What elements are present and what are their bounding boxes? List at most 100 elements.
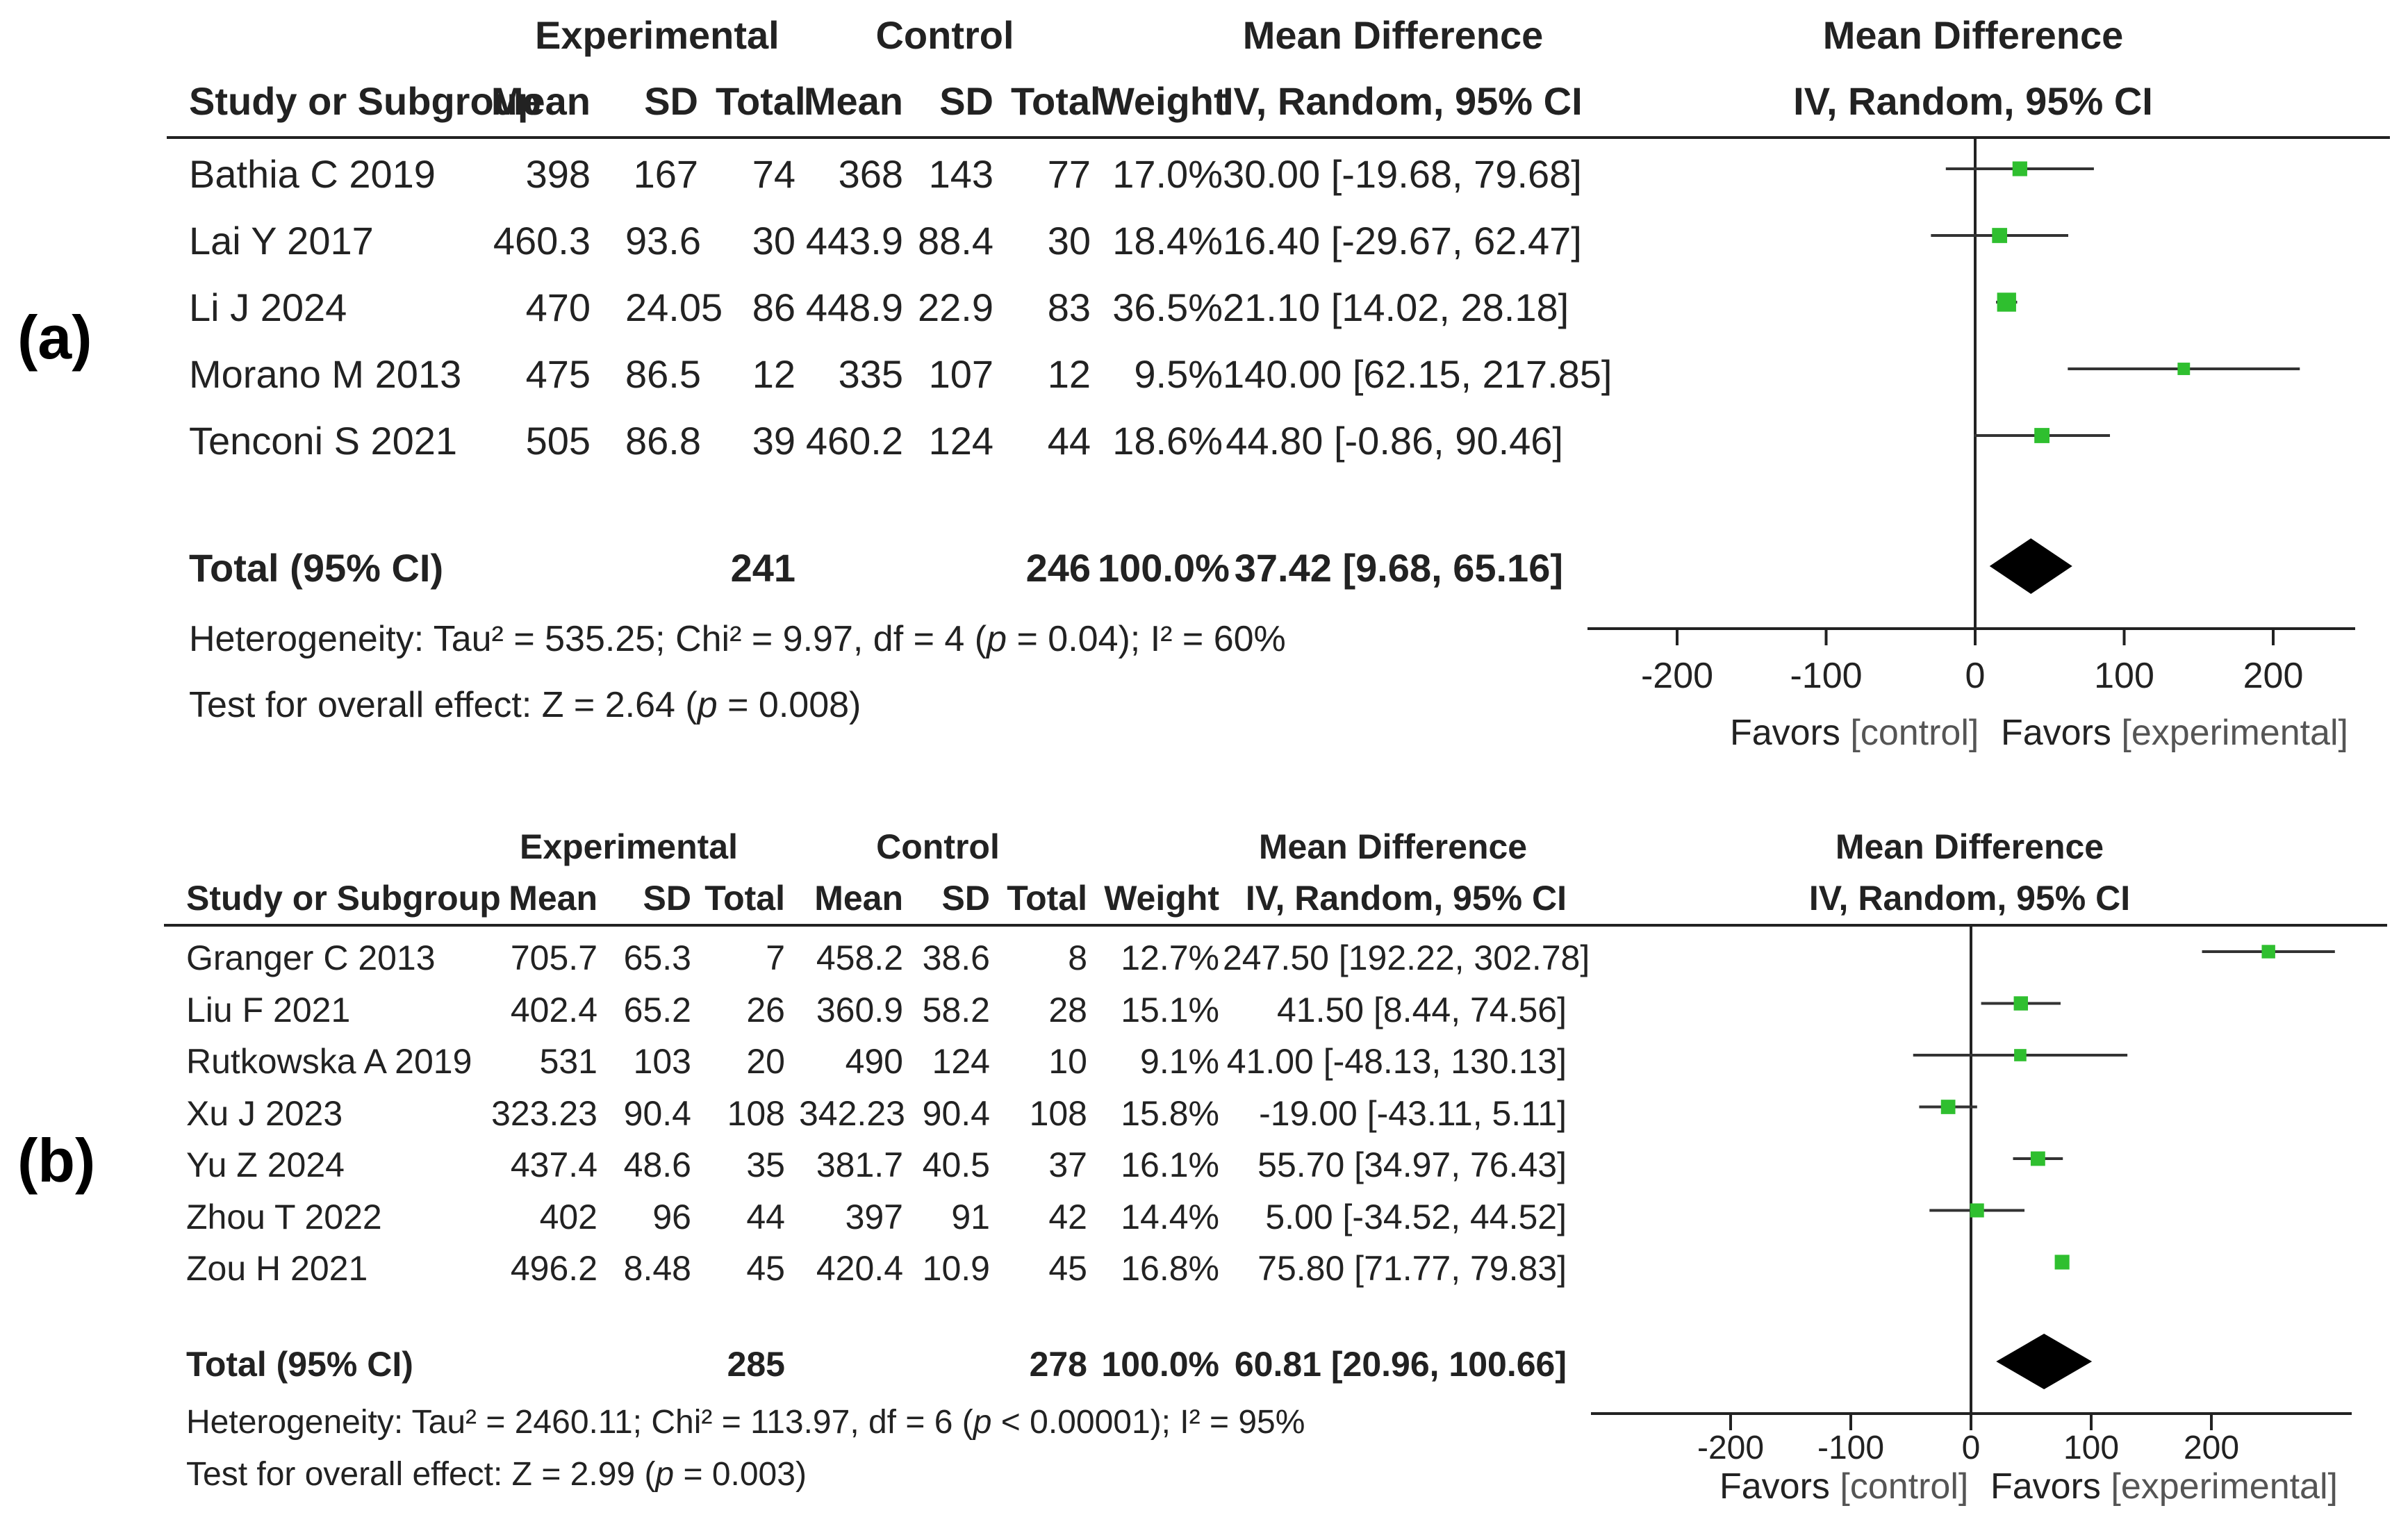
column-header-ctrl-total: Total xyxy=(1011,79,1101,123)
cell-e-total: 30 xyxy=(752,219,795,263)
header-rule xyxy=(164,924,2387,927)
cell-name: Zhou T 2022 xyxy=(186,1197,382,1236)
cell-e-mean: 475 xyxy=(525,352,591,396)
cell-e-mean: 531 xyxy=(539,1042,597,1081)
forest-plot: -200 -100 0 100 200 xyxy=(1591,924,2352,1466)
cell-c-mean: 490 xyxy=(845,1042,903,1081)
column-header-method: IV, Random, 95% CI xyxy=(1245,879,1567,918)
column-header-exp-total: Total xyxy=(716,79,806,123)
cell-e-mean: 402.4 xyxy=(510,990,597,1029)
cell-c-total: 45 xyxy=(1048,1249,1087,1288)
cell-name: Li J 2024 xyxy=(189,285,347,329)
cell-e-mean: 402 xyxy=(539,1197,597,1236)
favors-control-label: Favors [control] xyxy=(1719,1466,1969,1507)
cell-weight: 18.4% xyxy=(1112,219,1223,263)
favors-experimental-label: Favors [experimental] xyxy=(2001,713,2348,753)
cell-e-mean: 323.23 xyxy=(491,1093,597,1133)
column-header-exp-total: Total xyxy=(704,879,785,918)
header-experimental: Experimental xyxy=(535,13,780,57)
favors-experimental-label: Favors [experimental] xyxy=(1990,1466,2338,1507)
cell-c-sd: 124 xyxy=(928,419,993,463)
study-marker xyxy=(2030,1151,2045,1166)
cell-c-mean: 397 xyxy=(845,1197,903,1236)
total-label: Total (95% CI) xyxy=(189,546,444,590)
cell-ci-text: 16.40 [-29.67, 62.47] xyxy=(1223,219,1582,263)
cell-e-total: 45 xyxy=(746,1249,785,1288)
study-marker xyxy=(2177,363,2191,375)
column-header-weight: Weight xyxy=(1098,79,1227,123)
cell-c-sd: 22.9 xyxy=(918,285,993,329)
cell-weight: 16.8% xyxy=(1121,1249,1219,1288)
header-mean-difference: Mean Difference xyxy=(1242,13,1544,57)
study-marker xyxy=(2013,996,2029,1011)
study-marker xyxy=(2034,428,2049,443)
plot-method: IV, Random, 95% CI xyxy=(1793,79,2153,123)
cell-c-sd: 107 xyxy=(928,352,993,396)
cell-c-sd: 90.4 xyxy=(922,1093,990,1133)
cell-e-total: 26 xyxy=(746,990,785,1029)
cell-c-sd: 88.4 xyxy=(918,219,993,263)
cell-e-sd: 65.2 xyxy=(623,990,691,1029)
x-tick-label: 100 xyxy=(2063,1430,2119,1466)
cell-weight: 15.1% xyxy=(1121,990,1219,1029)
cell-c-sd: 38.6 xyxy=(922,938,990,977)
cell-ci-text: 41.50 [8.44, 74.56] xyxy=(1276,990,1567,1029)
cell-c-sd: 40.5 xyxy=(922,1145,990,1184)
forest-plot: -200 -100 0 100 200 xyxy=(1587,136,2355,696)
header-rule xyxy=(167,136,2390,139)
cell-name: Yu Z 2024 xyxy=(186,1145,345,1184)
overall-effect-text: Test for overall effect: Z = 2.64 (p = 0… xyxy=(189,685,861,725)
cell-weight: 9.1% xyxy=(1140,1042,1219,1081)
cell-c-mean: 335 xyxy=(838,352,903,396)
cell-ci-text: 140.00 [62.15, 217.85] xyxy=(1223,352,1612,396)
cell-ci-text: 75.80 [71.77, 79.83] xyxy=(1257,1249,1567,1288)
cell-e-sd: 96 xyxy=(652,1197,691,1236)
study-marker xyxy=(1940,1100,1956,1114)
forest-panel-b: (b) Experimental Control Mean Difference… xyxy=(0,813,2392,1535)
cell-e-sd: 86.5 xyxy=(625,352,701,396)
column-header-ctrl-sd: SD xyxy=(939,79,993,123)
favors-control-label: Favors [control] xyxy=(1730,713,1979,753)
total-label: Total (95% CI) xyxy=(186,1345,413,1384)
header-control: Control xyxy=(875,13,1014,57)
cell-e-total: 44 xyxy=(746,1197,785,1236)
forest-panel-a: (a) Experimental Control Mean Difference… xyxy=(0,0,2392,764)
cell-e-sd: 65.3 xyxy=(623,938,691,977)
cell-name: Rutkowska A 2019 xyxy=(186,1042,472,1081)
cell-c-mean: 342.23 xyxy=(799,1093,905,1133)
cell-e-mean: 470 xyxy=(525,285,591,329)
x-tick-label: -100 xyxy=(1817,1430,1884,1466)
cell-e-total: 12 xyxy=(752,352,795,396)
cell-c-total: 42 xyxy=(1048,1197,1087,1236)
cell-c-sd: 58.2 xyxy=(922,990,990,1029)
column-header-ctrl-sd: SD xyxy=(941,879,990,918)
total-weight: 100.0% xyxy=(1098,546,1230,590)
cell-weight: 15.8% xyxy=(1121,1093,1219,1133)
cell-c-sd: 124 xyxy=(932,1042,990,1081)
cell-c-mean: 381.7 xyxy=(816,1145,903,1184)
column-header-exp-sd: SD xyxy=(644,79,698,123)
panel-label: (a) xyxy=(17,303,92,372)
study-marker xyxy=(2014,1049,2027,1061)
cell-e-total: 74 xyxy=(752,152,795,196)
pooled-diamond xyxy=(1989,538,2072,594)
cell-c-sd: 10.9 xyxy=(922,1249,990,1288)
header-control: Control xyxy=(876,827,1000,866)
cell-c-total: 10 xyxy=(1048,1042,1087,1081)
cell-ci-text: -19.00 [-43.11, 5.11] xyxy=(1259,1093,1567,1133)
cell-c-sd: 91 xyxy=(951,1197,990,1236)
cell-c-mean: 360.9 xyxy=(816,990,903,1029)
column-header-exp-mean: Mean xyxy=(509,879,597,918)
header-experimental: Experimental xyxy=(519,827,738,866)
study-marker xyxy=(1997,292,2016,312)
cell-c-mean: 368 xyxy=(838,152,903,196)
cell-c-mean: 458.2 xyxy=(816,938,903,977)
x-tick-label: -100 xyxy=(1790,656,1862,696)
cell-e-sd: 8.48 xyxy=(623,1249,691,1288)
cell-name: Morano M 2013 xyxy=(189,352,462,396)
cell-e-sd: 93.6 xyxy=(625,219,701,263)
cell-c-total: 28 xyxy=(1048,990,1087,1029)
cell-e-total: 108 xyxy=(727,1093,785,1133)
cell-c-mean: 448.9 xyxy=(805,285,903,329)
cell-e-sd: 86.8 xyxy=(625,419,701,463)
